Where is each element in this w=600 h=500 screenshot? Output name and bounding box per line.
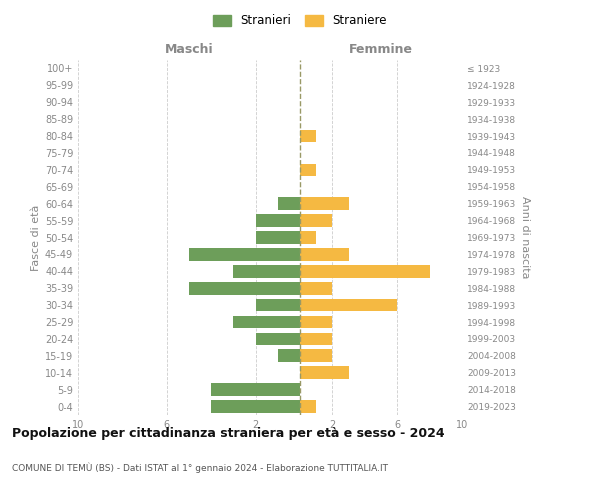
Bar [256, 231, 300, 244]
Text: Popolazione per cittadinanza straniera per età e sesso - 2024: Popolazione per cittadinanza straniera p… [12, 428, 445, 440]
Y-axis label: Anni di nascita: Anni di nascita [520, 196, 530, 279]
Bar [300, 316, 332, 328]
Bar [256, 332, 300, 345]
Bar [300, 198, 349, 210]
Bar [300, 366, 349, 379]
Bar [300, 130, 316, 142]
Bar [300, 350, 332, 362]
Bar [256, 299, 300, 312]
Bar [300, 248, 349, 260]
Bar [278, 350, 300, 362]
Bar [278, 198, 300, 210]
Bar [211, 400, 300, 413]
Bar [211, 384, 300, 396]
Title: Femmine: Femmine [349, 43, 413, 56]
Bar [256, 214, 300, 227]
Bar [300, 299, 397, 312]
Title: Maschi: Maschi [164, 43, 214, 56]
Legend: Stranieri, Straniere: Stranieri, Straniere [209, 11, 391, 31]
Bar [300, 214, 332, 227]
Bar [300, 164, 316, 176]
Bar [189, 282, 300, 294]
Y-axis label: Fasce di età: Fasce di età [31, 204, 41, 270]
Bar [300, 265, 430, 278]
Bar [233, 316, 300, 328]
Bar [300, 332, 332, 345]
Bar [300, 231, 316, 244]
Bar [189, 248, 300, 260]
Bar [300, 400, 316, 413]
Bar [300, 282, 332, 294]
Text: COMUNE DI TEMÙ (BS) - Dati ISTAT al 1° gennaio 2024 - Elaborazione TUTTITALIA.IT: COMUNE DI TEMÙ (BS) - Dati ISTAT al 1° g… [12, 462, 388, 473]
Bar [233, 265, 300, 278]
